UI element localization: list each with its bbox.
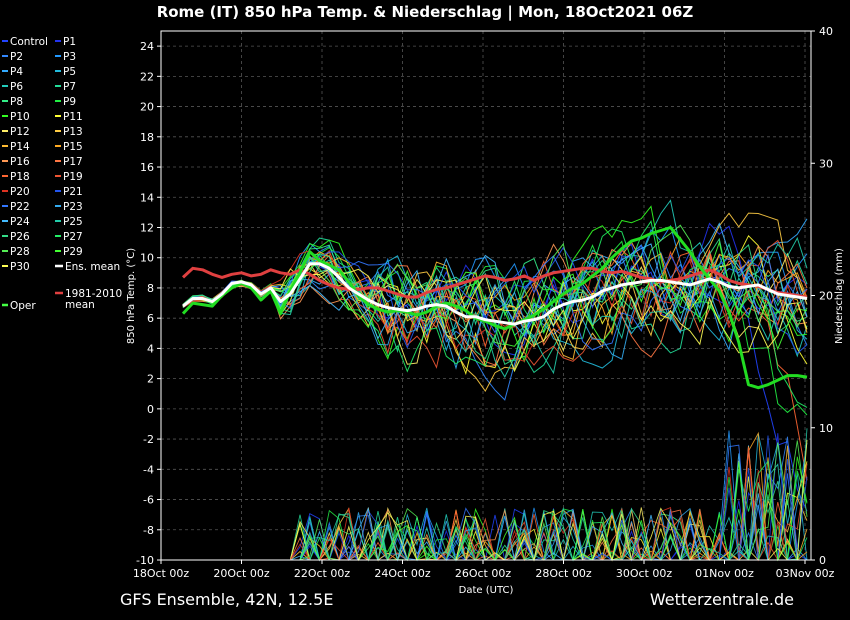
- y-tick-label: 12: [140, 221, 154, 234]
- footer-source: Wetterzentrale.de: [650, 590, 794, 609]
- x-tick-label: 03Nov 00z: [776, 567, 835, 580]
- legend-label-p5: P5: [63, 66, 76, 78]
- x-tick-label: 20Oct 00z: [213, 567, 270, 580]
- member-line-p23: [182, 257, 808, 370]
- legend-label-p13: P13: [63, 126, 83, 138]
- member-line-p27: [182, 220, 808, 408]
- x-tick-label: 28Oct 00z: [535, 567, 592, 580]
- legend-label-p7: P7: [63, 81, 76, 93]
- legend-label-p27: P27: [63, 231, 83, 243]
- legend-label-p4: P4: [10, 66, 23, 78]
- y-tick-label: 8: [147, 282, 154, 295]
- y-tick-label: -10: [136, 554, 154, 567]
- x-tick-label: 26Oct 00z: [455, 567, 512, 580]
- legend-label-p26: P26: [10, 231, 30, 243]
- y-tick-label: 18: [140, 131, 154, 144]
- member-line-p28: [182, 224, 808, 346]
- y-tick-label: 22: [140, 70, 154, 83]
- legend-label-p2: P2: [10, 51, 23, 63]
- y-tick-label: 14: [140, 191, 154, 204]
- y-tick-label: 0: [147, 403, 154, 416]
- ens-mean-line: [182, 262, 808, 326]
- y-tick-label: -2: [143, 433, 154, 446]
- legend-label-p16: P16: [10, 156, 30, 168]
- legend-label-oper: Oper: [10, 300, 36, 312]
- y-tick-label: -8: [143, 524, 154, 537]
- y-tick-label: 20: [140, 101, 154, 114]
- legend-label-p8: P8: [10, 96, 23, 108]
- legend-label-p15: P15: [63, 141, 83, 153]
- main-series: [181, 226, 808, 390]
- y-tick-label: -6: [143, 494, 154, 507]
- member-line-p17: [182, 252, 808, 366]
- legend-label-climate-mean: 1981-2010: [65, 288, 122, 300]
- legend-label-p3: P3: [63, 51, 76, 63]
- y-tick-label: 24: [140, 40, 154, 53]
- member-line-p10: [182, 205, 808, 363]
- y2-tick-label: 40: [819, 25, 833, 38]
- member-line-p22: [182, 253, 808, 351]
- footer-model-location: GFS Ensemble, 42N, 12.5E: [120, 590, 333, 609]
- member-line-p24: [182, 222, 808, 340]
- oper-line: [181, 226, 808, 390]
- member-line-p30: [182, 268, 808, 354]
- x-tick-label: 01Nov 00z: [695, 567, 754, 580]
- x-axis-ticks: 18Oct 00z 20Oct 00z 22Oct 00z 24Oct 00z 26Oc…: [133, 560, 835, 580]
- x-tick-label: 30Oct 00z: [616, 567, 673, 580]
- y-tick-label: 4: [147, 342, 154, 355]
- legend-label-p10: P10: [10, 111, 30, 123]
- legend-label-p14: P14: [10, 141, 30, 153]
- y2-tick-label: 0: [819, 554, 826, 567]
- legend-label-control: Control: [10, 36, 48, 48]
- x-axis-label: Date (UTC): [459, 585, 514, 596]
- legend-label-p24: P24: [10, 216, 30, 228]
- legend-label-p19: P19: [63, 171, 83, 183]
- y2-tick-label: 30: [819, 157, 833, 170]
- y-tick-label: -4: [143, 463, 154, 476]
- member-line-p29: [182, 240, 808, 351]
- legend-label-p21: P21: [63, 186, 83, 198]
- legend-label-p6: P6: [10, 81, 23, 93]
- legend-label-p25: P25: [63, 216, 83, 228]
- legend-label-p11: P11: [63, 111, 83, 123]
- y-tick-label: 10: [140, 252, 154, 265]
- legend: Control P1 P2 P3 P4 P5 P6 P7 P8 P9 P10 P11 P12 P13 P14…: [2, 36, 122, 312]
- legend-label-p18: P18: [10, 171, 30, 183]
- y2-tick-label: 20: [819, 290, 833, 303]
- legend-label-p22: P22: [10, 201, 30, 213]
- legend-label-p20: P20: [10, 186, 30, 198]
- y-axis-label: 850 hPa Temp. (°C): [126, 248, 137, 344]
- legend-label-p1: P1: [63, 36, 76, 48]
- legend-label-p9: P9: [63, 96, 76, 108]
- legend-label-p23: P23: [63, 201, 83, 213]
- legend-label-p28: P28: [10, 246, 30, 258]
- legend-label-climate-mean: mean: [65, 299, 95, 311]
- legend-label-ens-mean: Ens. mean: [65, 261, 120, 273]
- legend-label-p30: P30: [10, 261, 30, 273]
- y2-axis-ticks: 40 30 20 10 0: [811, 25, 833, 567]
- x-tick-label: 18Oct 00z: [133, 567, 190, 580]
- y2-tick-label: 10: [819, 422, 833, 435]
- y2-axis-label: Niederschlag (mm): [834, 248, 845, 344]
- y-tick-label: 2: [147, 373, 154, 386]
- chart-title: Rome (IT) 850 hPa Temp. & Niederschlag |…: [157, 3, 694, 22]
- legend-label-p29: P29: [63, 246, 83, 258]
- member-line-p26: [182, 237, 808, 366]
- y-tick-label: 16: [140, 161, 154, 174]
- x-tick-label: 22Oct 00z: [294, 567, 351, 580]
- legend-label-p12: P12: [10, 126, 30, 138]
- legend-label-p17: P17: [63, 156, 83, 168]
- y-tick-label: 6: [147, 312, 154, 325]
- x-tick-label: 24Oct 00z: [374, 567, 431, 580]
